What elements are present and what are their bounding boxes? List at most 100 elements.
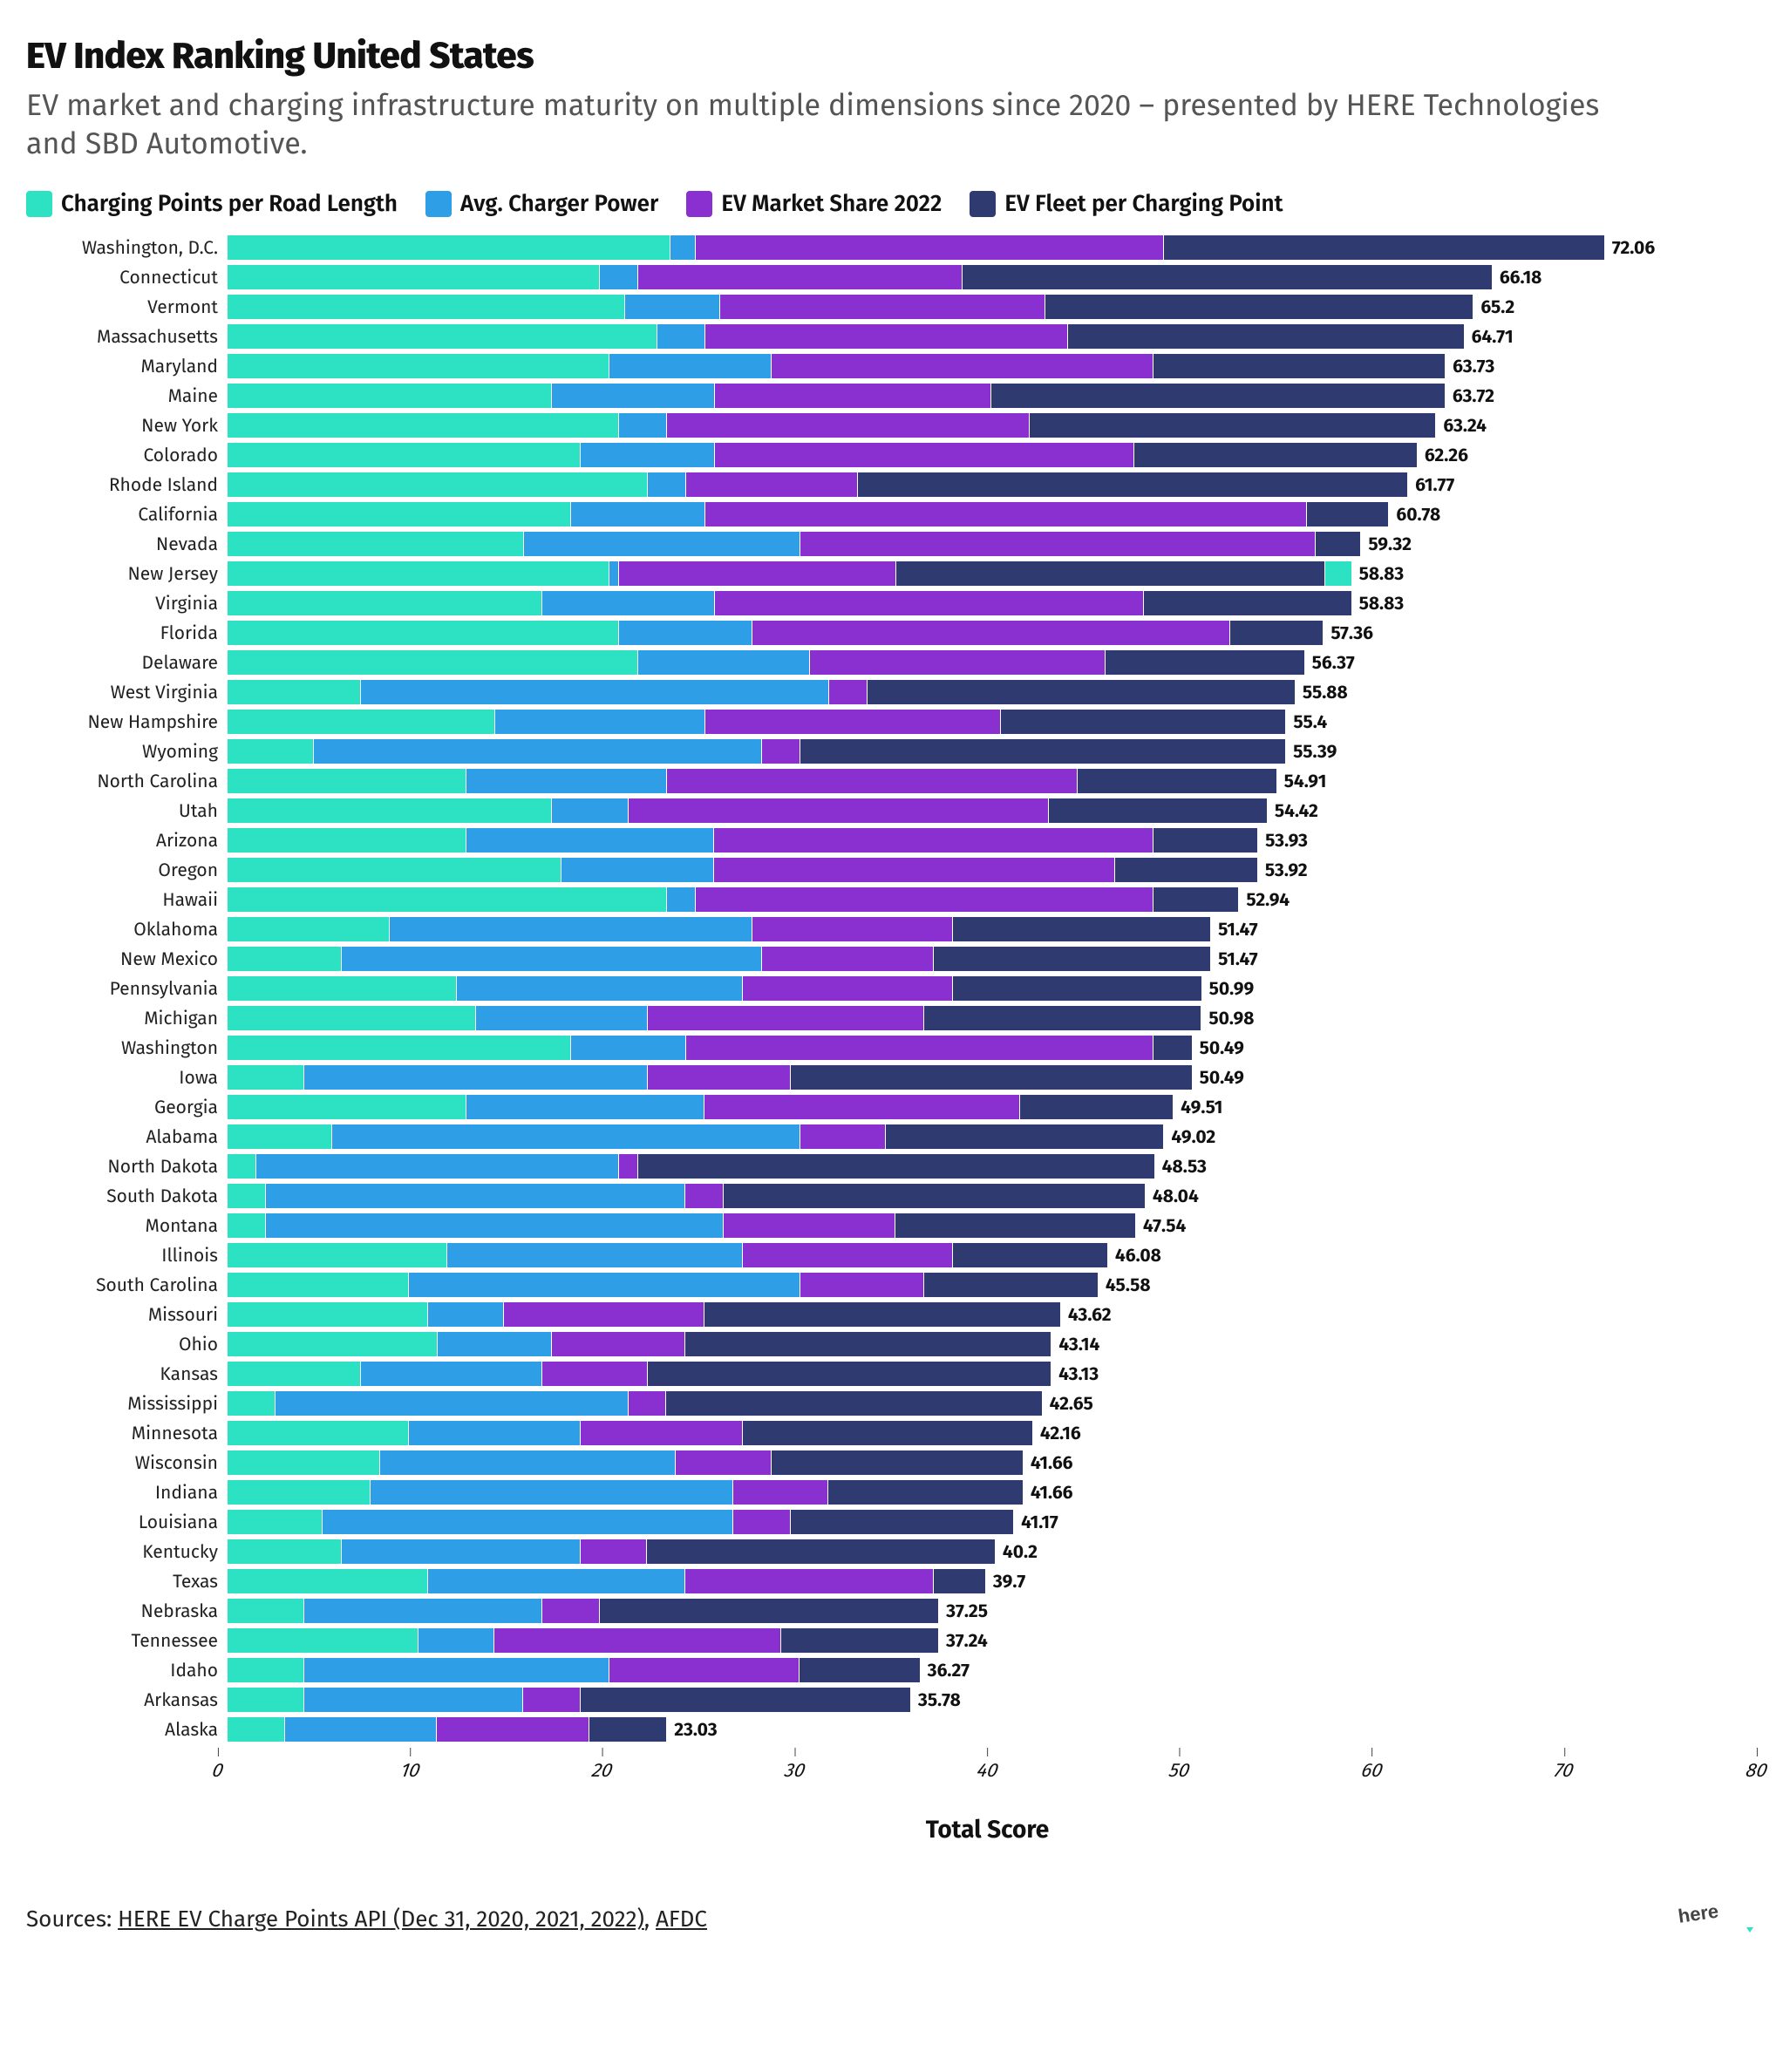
bar-segment [228,1154,256,1179]
row-label: Virginia [26,592,227,615]
source-link[interactable]: HERE EV Charge Points API (Dec 31, 2020,… [118,1906,644,1933]
bar-segment [953,917,1210,941]
row-label: South Carolina [26,1274,227,1296]
bar-segment [390,917,752,941]
bar-segment [1134,443,1416,467]
bar-row: New Jersey58.83 [26,559,1757,588]
bar-segment [705,710,1001,734]
stacked-bar [227,946,1211,972]
bar-segment [304,1658,609,1682]
row-label: Tennessee [26,1629,227,1652]
bar-segment [667,413,1030,438]
bar-row: Vermont65.2 [26,292,1757,322]
bar-segment [762,947,934,971]
legend-label: EV Market Share 2022 [721,190,942,217]
row-total-value: 55.39 [1286,738,1337,764]
bar-segment [666,1391,1041,1416]
bar-segment [619,1154,638,1179]
stacked-bar [227,1064,1193,1090]
row-total-value: 49.02 [1164,1124,1215,1150]
bar-segment [1154,887,1238,912]
bar-row: Washington50.49 [26,1033,1757,1063]
row-label: Oklahoma [26,918,227,941]
row-total-value: 63.73 [1446,353,1494,379]
bar-segment [762,739,800,764]
bar-row: Kansas43.13 [26,1359,1757,1389]
bar-segment [772,354,1154,378]
stacked-bar [227,1094,1174,1120]
bar-segment [1307,502,1389,526]
row-total-value: 55.4 [1286,709,1327,735]
bar-segment [228,769,466,793]
bar-segment [428,1302,505,1327]
bar-segment [228,1480,371,1505]
bar-segment [466,1095,705,1119]
row-total-value: 46.08 [1108,1242,1161,1268]
x-tick: 60 [1362,1748,1383,1782]
stacked-bar [227,1568,986,1594]
bar-segment [228,1006,476,1030]
row-label: California [26,503,227,526]
bar-segment [791,1065,1192,1090]
bar-segment [828,1480,1022,1505]
bar-row: Maryland63.73 [26,351,1757,381]
row-total-value: 63.72 [1446,383,1494,409]
bar-segment [800,1658,919,1682]
bar-segment [285,1717,438,1742]
bar-row: Wyoming55.39 [26,737,1757,766]
stacked-bar [227,294,1473,320]
row-label: Arizona [26,829,227,852]
bar-segment [228,591,542,615]
stacked-bar [227,1301,1061,1328]
bar-segment [542,591,714,615]
bar-row: Idaho36.27 [26,1655,1757,1685]
bar-segment [552,384,714,408]
chart-subtitle: EV market and charging infrastructure ma… [26,87,1639,164]
bar-segment [228,1539,342,1564]
row-total-value: 58.83 [1352,590,1405,616]
row-total-value: 63.24 [1436,412,1487,438]
bar-segment [924,1273,1098,1297]
stacked-bar-chart: Washington, D.C.72.06Connecticut66.18Ver… [26,233,1757,1844]
row-label: New York [26,414,227,437]
bar-segment [657,324,705,349]
bar-row: Missouri43.62 [26,1300,1757,1329]
row-label: Idaho [26,1659,227,1681]
bar-segment [228,472,648,497]
bar-segment [228,324,657,349]
bar-segment [704,1302,1060,1327]
bar-segment [953,1243,1107,1267]
source-link[interactable]: AFDC [656,1906,707,1933]
bar-segment [228,947,342,971]
stacked-bar [227,353,1446,379]
bar-segment [800,1273,924,1297]
bar-segment [600,265,638,289]
row-label: Kansas [26,1362,227,1385]
row-total-value: 58.83 [1352,560,1405,587]
row-total-value: 50.99 [1202,975,1255,1002]
stacked-bar [227,1450,1024,1476]
stacked-bar [227,768,1277,794]
stacked-bar [227,501,1389,527]
row-total-value: 50.98 [1201,1005,1254,1031]
row-total-value: 45.58 [1099,1272,1151,1298]
bar-row: Connecticut66.18 [26,262,1757,292]
row-label: Mississippi [26,1392,227,1415]
row-label: Vermont [26,296,227,318]
bar-segment [1078,769,1276,793]
bar-segment [542,1362,647,1386]
stacked-bar [227,1272,1099,1298]
stacked-bar [227,798,1268,824]
bar-segment [361,1362,542,1386]
bar-segment [1316,532,1360,556]
x-axis: 01020304050607080 [218,1748,1757,1783]
bar-row: New Mexico51.47 [26,944,1757,974]
bar-segment [858,472,1407,497]
stacked-bar [227,531,1361,557]
bar-segment [228,1510,323,1534]
legend: Charging Points per Road LengthAvg. Char… [26,190,1757,217]
stacked-bar [227,1539,996,1565]
bar-segment [476,1006,648,1030]
bar-row: Florida57.36 [26,618,1757,648]
bar-segment [714,858,1115,882]
